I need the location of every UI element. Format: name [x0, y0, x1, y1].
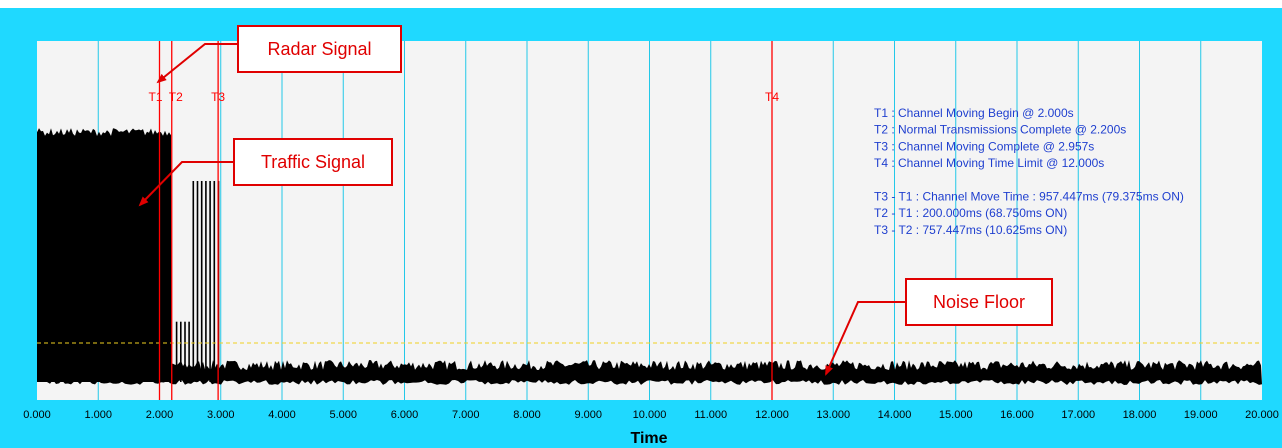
callout-box [237, 25, 402, 73]
x-tick-label: 5.000 [329, 409, 357, 421]
traffic-signal-block [37, 128, 172, 382]
traffic-burst-mark [188, 321, 190, 382]
info-line: T2 : Normal Transmissions Complete @ 2.2… [874, 123, 1126, 137]
marker-label-t1: T1 [148, 90, 162, 104]
noise-floor-band [37, 360, 1262, 385]
x-tick-label: 9.000 [574, 409, 602, 421]
x-tick-label: 14.000 [878, 409, 912, 421]
x-tick-label: 10.000 [633, 409, 667, 421]
callout-arrow [138, 161, 234, 207]
traffic-burst-mark [192, 181, 195, 382]
x-tick-label: 19.000 [1184, 409, 1218, 421]
traffic-burst-mark [200, 181, 203, 382]
traffic-burst-mark [196, 181, 199, 382]
x-tick-label: 7.000 [452, 409, 480, 421]
traffic-signal-callout: Traffic Signal [138, 138, 393, 207]
x-tick-label: 3.000 [207, 409, 235, 421]
marker-label-t4: T4 [765, 90, 779, 104]
callout-label: Radar Signal [267, 39, 371, 59]
x-tick-label: 0.000 [23, 409, 51, 421]
x-tick-label: 13.000 [816, 409, 850, 421]
x-tick-label: 8.000 [513, 409, 541, 421]
marker-label-t3: T3 [211, 90, 225, 104]
traffic-burst-mark [175, 321, 178, 382]
radar-signal-callout: Radar Signal [156, 25, 402, 84]
callout-label: Traffic Signal [261, 152, 365, 172]
x-tick-label: 2.000 [146, 409, 174, 421]
info-line: T1 : Channel Moving Begin @ 2.000s [874, 106, 1074, 120]
x-tick-label: 4.000 [268, 409, 296, 421]
x-tick-label: 1.000 [84, 409, 112, 421]
x-tick-label: 20.000 [1245, 409, 1279, 421]
traffic-burst-mark [209, 181, 211, 382]
callout-label: Noise Floor [933, 292, 1025, 312]
traffic-burst-mark [205, 181, 207, 382]
x-tick-label: 11.000 [694, 409, 727, 421]
x-tick-label: 17.000 [1061, 409, 1095, 421]
callout-arrow [825, 301, 906, 376]
callout-box [233, 138, 393, 186]
info-line: T3 - T2 : 757.447ms (10.625ms ON) [874, 223, 1067, 237]
noise-floor-callout: Noise Floor [825, 278, 1053, 376]
top-clip [0, 0, 1282, 8]
x-tick-label: 6.000 [391, 409, 419, 421]
x-tick-labels: 0.000 1.000 2.000 3.000 4.000 5.000 6.000 7.000… [23, 409, 1279, 421]
traffic-burst-mark [184, 321, 186, 382]
time-markers: T1 T2 T3 T4 [148, 41, 779, 400]
x-tick-label: 15.000 [939, 409, 973, 421]
info-line: T4 : Channel Moving Time Limit @ 12.000s [874, 156, 1104, 170]
callout-arrow [156, 43, 238, 84]
info-line: T3 : Channel Moving Complete @ 2.957s [874, 139, 1094, 153]
x-tick-label: 18.000 [1123, 409, 1157, 421]
info-line: T2 - T1 : 200.000ms (68.750ms ON) [874, 206, 1067, 220]
marker-label-t2: T2 [169, 90, 183, 104]
callouts: Radar Signal Traffic Signal Noise Floor [138, 25, 1053, 376]
x-tick-label: 16.000 [1000, 409, 1034, 421]
traffic-burst-mark [213, 181, 216, 382]
x-tick-label: 12.000 [755, 409, 789, 421]
callout-box [905, 278, 1053, 326]
signal-trace [37, 128, 1262, 385]
info-line: T3 - T1 : Channel Move Time : 957.447ms … [874, 190, 1184, 204]
traffic-burst-mark [180, 321, 182, 382]
x-axis-label: Time [630, 430, 667, 447]
timing-info-panel: T1 : Channel Moving Begin @ 2.000s T2 : N… [874, 106, 1184, 237]
